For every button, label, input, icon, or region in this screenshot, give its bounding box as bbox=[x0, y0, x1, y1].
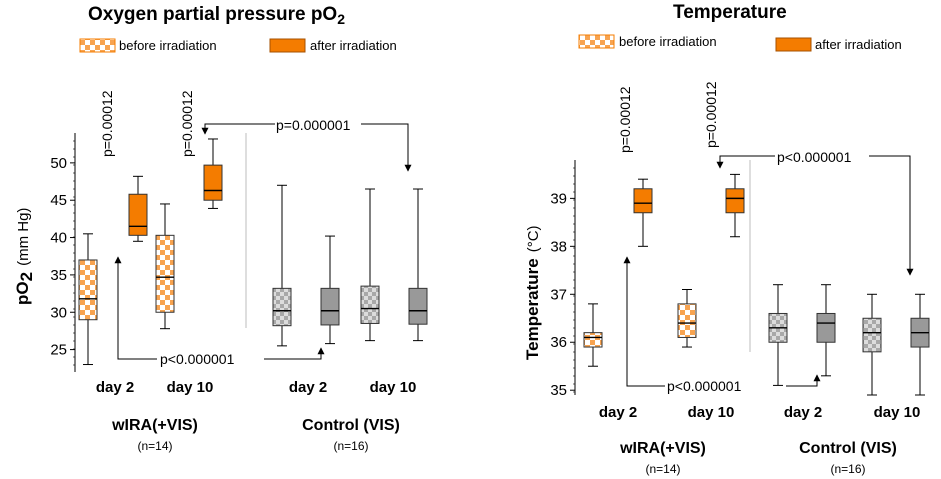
left-category-label: day 2 bbox=[96, 379, 134, 396]
left-box-after-2-iqr bbox=[320, 287, 340, 326]
right-group-label: wIRA(+VIS) bbox=[619, 440, 706, 457]
left-y-tick-label: 35 bbox=[50, 267, 67, 284]
left-y-tick-label: 45 bbox=[50, 192, 67, 209]
right-category-label: day 2 bbox=[599, 404, 637, 421]
right-box-before-1-iqr bbox=[677, 303, 697, 338]
legend-swatch-after bbox=[269, 38, 306, 53]
legend-swatch-after bbox=[775, 37, 812, 52]
right-box-after-1-iqr bbox=[725, 188, 745, 214]
left-bottom-bracket-left bbox=[114, 256, 157, 360]
left-panel: Oxygen partial pressure pO2 before irrad… bbox=[13, 4, 416, 453]
left-group-n: (n=14) bbox=[137, 439, 172, 453]
right-top-bracket-right bbox=[869, 155, 914, 276]
right-box-before-3-iqr bbox=[862, 317, 882, 353]
legend-swatch-before bbox=[578, 34, 615, 49]
right-panel: Temperature before irradiation after irr… bbox=[523, 2, 920, 476]
legend-label-before: before irradiation bbox=[119, 38, 217, 53]
left-category-label: day 2 bbox=[289, 379, 327, 396]
legend-label-before: before irradiation bbox=[619, 34, 717, 49]
left-p-value-day10: p=0.00012 bbox=[179, 90, 195, 157]
legend-label-after: after irradiation bbox=[815, 37, 902, 52]
left-chart-title: Oxygen partial pressure pO2 bbox=[88, 4, 345, 27]
right-y-tick-label: 39 bbox=[550, 190, 567, 207]
left-box-before-3-iqr bbox=[360, 285, 380, 324]
right-bottom-bracket-left bbox=[623, 256, 665, 387]
left-category-label: day 10 bbox=[370, 379, 417, 396]
left-box-after-1-iqr bbox=[203, 164, 223, 201]
left-box-after-0-iqr bbox=[128, 193, 148, 236]
left-group-label: wIRA(+VIS) bbox=[111, 417, 198, 434]
left-y-tick-label: 50 bbox=[50, 155, 67, 172]
left-y-axis-label: pO2(mm Hg) bbox=[13, 208, 36, 305]
right-p-value-top: p<0.000001 bbox=[777, 149, 852, 165]
left-box-before-2-iqr bbox=[272, 287, 292, 327]
left-category-label: day 10 bbox=[167, 379, 214, 396]
right-y-tick-label: 38 bbox=[550, 238, 567, 255]
right-y-tick-label: 36 bbox=[550, 334, 567, 351]
right-bottom-bracket-right bbox=[786, 374, 821, 387]
right-category-label: day 10 bbox=[874, 404, 921, 421]
legend-label-after: after irradiation bbox=[310, 38, 397, 53]
right-top-bracket-left bbox=[716, 155, 775, 169]
right-p-value-bottom: p<0.000001 bbox=[667, 378, 742, 394]
right-group-label: Control (VIS) bbox=[799, 440, 897, 457]
left-p-value-top: p=0.000001 bbox=[276, 117, 351, 133]
right-box-after-2-iqr bbox=[816, 312, 836, 343]
left-y-tick-label: 40 bbox=[50, 230, 67, 247]
right-p-value-day2: p=0.00012 bbox=[617, 86, 633, 153]
right-group-n: (n=14) bbox=[645, 462, 680, 476]
right-box-before-0-iqr bbox=[583, 332, 603, 348]
right-box-after-0-iqr bbox=[633, 188, 653, 214]
right-category-label: day 2 bbox=[784, 404, 822, 421]
left-group-label: Control (VIS) bbox=[302, 417, 400, 434]
left-bottom-bracket-right bbox=[264, 347, 325, 360]
left-top-bracket-left bbox=[201, 123, 275, 135]
chart-marks: 25 30 35 40 45 50 35 36 37 38 39 bbox=[50, 133, 930, 399]
left-y-tick-label: 30 bbox=[50, 304, 67, 321]
right-y-tick-label: 37 bbox=[550, 286, 567, 303]
left-p-value-bottom: p<0.000001 bbox=[160, 351, 235, 367]
right-p-value-day10: p=0.00012 bbox=[703, 81, 719, 148]
left-y-tick-label: 25 bbox=[50, 342, 67, 359]
right-y-axis-label: Temperature(°C) bbox=[523, 225, 542, 360]
right-category-label: day 10 bbox=[688, 404, 735, 421]
left-box-before-0-iqr bbox=[78, 259, 98, 321]
right-y-tick-label: 35 bbox=[550, 382, 567, 399]
left-box-after-3-iqr bbox=[408, 287, 428, 325]
right-chart-title: Temperature bbox=[673, 2, 787, 23]
right-group-n: (n=16) bbox=[830, 462, 865, 476]
left-p-value-day2: p=0.00012 bbox=[99, 90, 115, 157]
legend-swatch-before bbox=[79, 38, 116, 53]
left-top-bracket-right bbox=[361, 123, 412, 172]
left-box-before-1-iqr bbox=[155, 234, 175, 313]
left-group-n: (n=16) bbox=[333, 439, 368, 453]
